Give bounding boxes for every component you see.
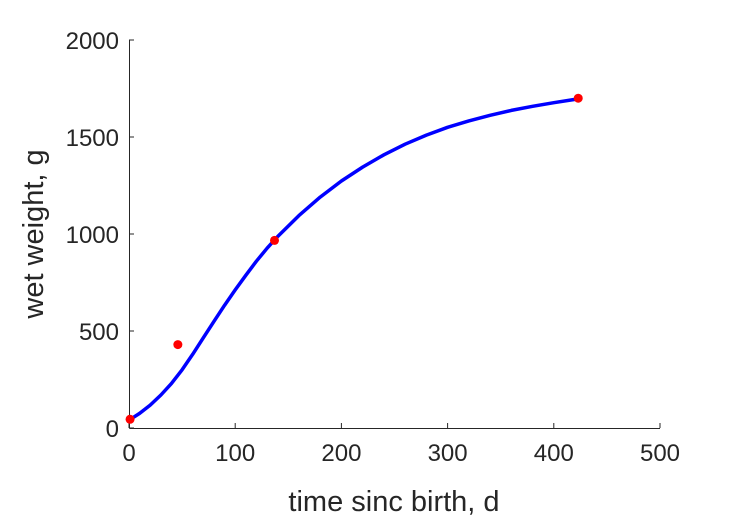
y-tick-label: 1000 <box>66 222 119 249</box>
x-axis-label: time sinc birth, d <box>288 486 499 518</box>
data-point <box>125 414 135 424</box>
ticks: 0 100 200 300 400 500 0 500 1000 1500 2000 <box>66 28 680 467</box>
data-point <box>173 340 183 350</box>
model-fit-curve <box>127 97 580 422</box>
y-axis-label: wet weight, g <box>18 149 50 319</box>
x-tick-label: 300 <box>428 440 468 467</box>
y-tick-label: 500 <box>79 319 119 346</box>
y-tick-label: 1500 <box>66 125 119 152</box>
x-tick-label: 500 <box>640 440 680 467</box>
y-tick-label: 0 <box>106 416 119 443</box>
x-tick-label: 400 <box>534 440 574 467</box>
data-point <box>269 235 279 245</box>
y-tick-label: 2000 <box>66 28 119 55</box>
data-point <box>573 93 583 103</box>
plot-area <box>125 93 583 424</box>
x-tick-label: 100 <box>215 440 255 467</box>
x-tick-label: 0 <box>122 440 135 467</box>
x-tick-label: 200 <box>321 440 361 467</box>
